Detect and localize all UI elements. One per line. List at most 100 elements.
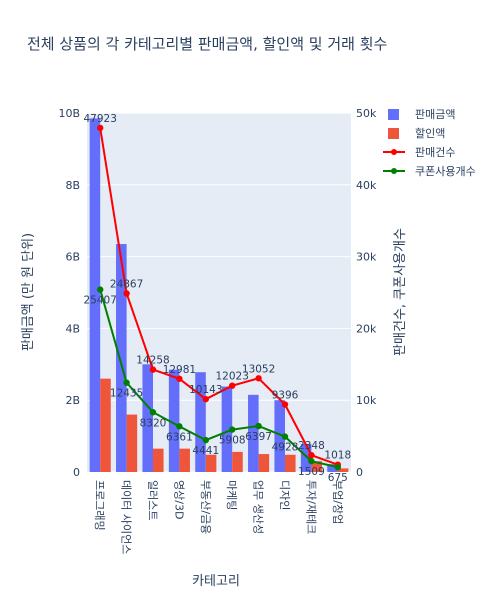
bar bbox=[179, 448, 190, 472]
series-line bbox=[99, 289, 339, 469]
bar bbox=[311, 461, 322, 472]
chart-title: 전체 상품의 각 카테고리별 판매금액, 할인액 및 거래 횟수 bbox=[27, 35, 387, 53]
bar bbox=[153, 448, 164, 472]
y2-tick-label: 50k bbox=[356, 107, 377, 120]
y2-tick-label: 0 bbox=[356, 466, 363, 479]
x-tick-label: 부동산/금융 bbox=[199, 480, 212, 534]
data-label: 12435 bbox=[110, 388, 143, 400]
y-tick-label: 4B bbox=[65, 322, 80, 335]
data-label: 1509 bbox=[298, 466, 325, 478]
data-point bbox=[123, 379, 130, 386]
bar bbox=[168, 369, 180, 472]
data-label: 12023 bbox=[215, 371, 248, 383]
x-tick-label: 업무 생산성 bbox=[252, 480, 265, 534]
bar bbox=[327, 464, 338, 472]
data-label: 5908 bbox=[219, 435, 246, 447]
y2-tick-label: 30k bbox=[356, 251, 377, 264]
data-label: 9396 bbox=[272, 390, 299, 402]
data-point bbox=[281, 401, 289, 408]
data-point bbox=[97, 124, 104, 132]
data-point bbox=[334, 463, 341, 471]
data-label: 13052 bbox=[242, 363, 275, 375]
bar bbox=[258, 454, 270, 472]
y2-tick-label: 40k bbox=[356, 179, 377, 192]
legend-label: 쿠폰사용개수 bbox=[415, 165, 476, 178]
data-label: 10143 bbox=[189, 384, 222, 396]
x-tick-label: 마케팅 bbox=[225, 480, 238, 510]
y2-tick-label: 10k bbox=[356, 394, 377, 407]
bar bbox=[100, 378, 111, 472]
data-point bbox=[202, 436, 209, 444]
x-tick-label: 일러스트 bbox=[146, 480, 160, 520]
data-point bbox=[308, 451, 315, 459]
x-axis-title: 카테고리 bbox=[192, 574, 240, 589]
y-tick-label: 10B bbox=[58, 107, 80, 120]
bar bbox=[221, 386, 233, 472]
data-label: 4441 bbox=[192, 445, 219, 457]
data-point bbox=[149, 366, 157, 373]
y2-tick-label: 20k bbox=[356, 322, 377, 335]
bar bbox=[274, 400, 285, 472]
legend-swatch bbox=[388, 109, 399, 120]
data-label: 8320 bbox=[140, 417, 167, 429]
bar bbox=[232, 451, 243, 472]
x-tick-label: 데이터 사이언스 bbox=[120, 480, 133, 554]
data-point bbox=[176, 423, 183, 430]
legend-marker bbox=[391, 168, 397, 174]
series-line bbox=[99, 127, 339, 466]
data-point bbox=[281, 433, 289, 440]
bar bbox=[337, 468, 349, 472]
x-tick-label: 영상/3D bbox=[172, 480, 185, 519]
legend-label: 할인액 bbox=[415, 127, 445, 140]
legend-label: 판매금액 bbox=[415, 108, 455, 121]
x-tick-label: 투자/재테크 bbox=[304, 480, 317, 534]
x-tick-label: 부업/창업 bbox=[331, 480, 344, 524]
data-label: 12981 bbox=[163, 364, 196, 376]
legend-marker bbox=[391, 149, 397, 155]
x-tick-label: 프로그래밍 bbox=[93, 480, 106, 531]
data-label: 14258 bbox=[136, 355, 169, 367]
data-point bbox=[229, 382, 236, 389]
data-point bbox=[202, 395, 209, 403]
bar bbox=[142, 364, 153, 472]
data-label: 4928 bbox=[272, 442, 299, 454]
bar bbox=[300, 443, 312, 472]
y-tick-label: 8B bbox=[65, 179, 80, 192]
y-axis-title: 판매금액 (만 원 단위) bbox=[21, 233, 36, 351]
axes: 0 2B 4B 6B 8B 10B 0 10k 20k 30k 40k 50k 프로그래밍 데이터 사이언… bbox=[58, 107, 377, 554]
legend-swatch bbox=[388, 128, 399, 139]
data-point bbox=[255, 375, 262, 382]
bar bbox=[248, 394, 259, 472]
data-label: 6397 bbox=[245, 431, 272, 443]
bars bbox=[89, 118, 349, 472]
y-tick-label: 6B bbox=[65, 251, 80, 264]
y2-axis-title: 판매건수, 쿠폰사용개수 bbox=[393, 228, 408, 356]
data-point bbox=[308, 457, 315, 465]
data-point bbox=[97, 286, 104, 293]
data-label: 675 bbox=[328, 472, 348, 484]
data-label: 47923 bbox=[83, 113, 116, 125]
data-point bbox=[149, 409, 157, 416]
x-tick-label: 디자인 bbox=[278, 480, 291, 510]
data-label: 24867 bbox=[110, 278, 143, 290]
data-label: 1018 bbox=[324, 450, 351, 462]
legend-label: 판매건수 bbox=[415, 146, 455, 159]
data-point bbox=[176, 375, 183, 382]
y-tick-label: 2B bbox=[65, 394, 80, 407]
data-label: 6361 bbox=[166, 431, 193, 443]
data-point bbox=[255, 422, 262, 430]
bar bbox=[126, 414, 138, 472]
plot-area bbox=[87, 113, 351, 472]
data-point bbox=[229, 426, 236, 433]
bar bbox=[89, 118, 101, 472]
data-label: 25407 bbox=[83, 295, 116, 307]
data-point bbox=[123, 290, 130, 297]
bar bbox=[195, 372, 206, 472]
data-label: 2348 bbox=[298, 440, 325, 452]
bar bbox=[285, 454, 296, 472]
y-tick-label: 0 bbox=[73, 466, 80, 479]
bar bbox=[116, 244, 127, 472]
